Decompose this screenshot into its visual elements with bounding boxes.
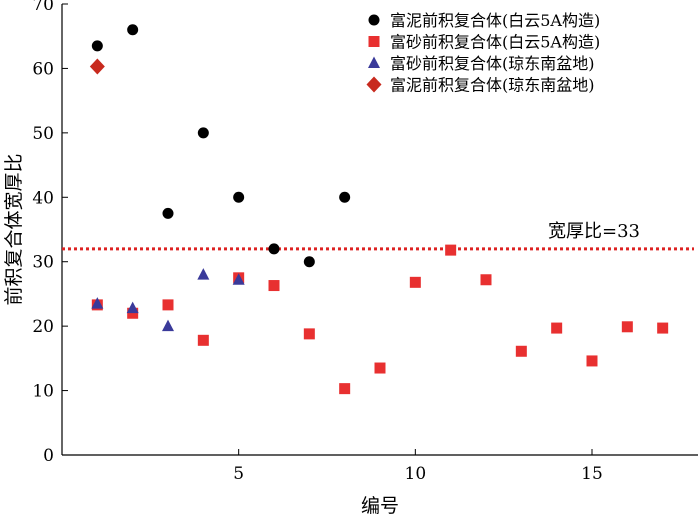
data-point-series-2 [586,355,598,367]
reference-line-label: 宽厚比=33 [548,221,640,242]
data-point-series-2 [339,383,351,395]
data-point-series-2 [127,307,139,319]
x-tick-label: 5 [233,464,244,484]
data-point-series-2 [162,299,174,311]
data-points [89,24,669,395]
data-point-series-2 [197,334,209,346]
data-point-series-2 [445,244,457,256]
data-point-series-2 [268,280,280,292]
y-tick-label: 20 [32,317,54,337]
data-point-series-2 [621,321,633,333]
y-tick-label: 0 [43,446,54,466]
data-point-series-4 [89,58,105,75]
y-tick-label: 40 [32,188,54,208]
y-tick-label: 50 [32,124,54,144]
legend-marker-4 [366,76,382,93]
data-point-series-3 [91,297,104,309]
data-point-series-1 [339,191,351,203]
x-tick-label: 15 [581,464,603,484]
legend-label-4: 富泥前积复合体(琼东南盆地) [390,76,595,95]
x-tick-label: 10 [405,464,427,484]
reference-line-group: 宽厚比=33 [62,221,694,251]
legend-marker-3 [368,56,380,68]
y-tick-label: 60 [32,59,54,79]
data-point-series-1 [303,256,315,268]
data-point-series-2 [374,362,386,374]
y-tick-label: 30 [32,253,54,273]
data-point-series-1 [91,40,103,52]
legend-marker-1 [368,14,380,26]
data-point-series-1 [197,127,209,139]
legend-label-1: 富泥前积复合体(白云5A构造) [390,11,600,30]
y-tick-label: 70 [32,0,54,15]
legend-label-3: 富砂前积复合体(琼东南盆地) [390,54,595,73]
data-point-series-1 [233,191,245,203]
y-tick-label: 10 [32,382,54,402]
data-point-series-2 [409,276,421,288]
data-point-series-3 [126,301,139,314]
data-point-series-2 [303,328,315,340]
legend-label-2: 富砂前积复合体(白云5A构造) [390,33,600,52]
data-point-series-1 [162,207,174,219]
data-point-series-1 [268,243,280,255]
data-point-series-2 [480,274,492,286]
y-axis-title: 前积复合体宽厚比 [3,153,25,305]
data-point-series-3 [162,319,174,332]
data-point-series-2 [657,322,669,334]
data-point-series-3 [232,273,245,285]
x-axis-title: 编号 [361,495,399,517]
data-point-series-2 [515,345,527,357]
axes: 0 10 20 30 40 50 60 70 5 10 15 编号 前积复合体宽厚比 [3,0,698,517]
data-point-series-2 [551,322,563,334]
legend-marker-2 [368,36,380,47]
legend: 富泥前积复合体(白云5A构造) 富砂前积复合体(白云5A构造) 富砂前积复合体(琼东… [366,11,600,95]
data-point-series-1 [127,24,139,36]
data-point-series-3 [197,268,210,280]
